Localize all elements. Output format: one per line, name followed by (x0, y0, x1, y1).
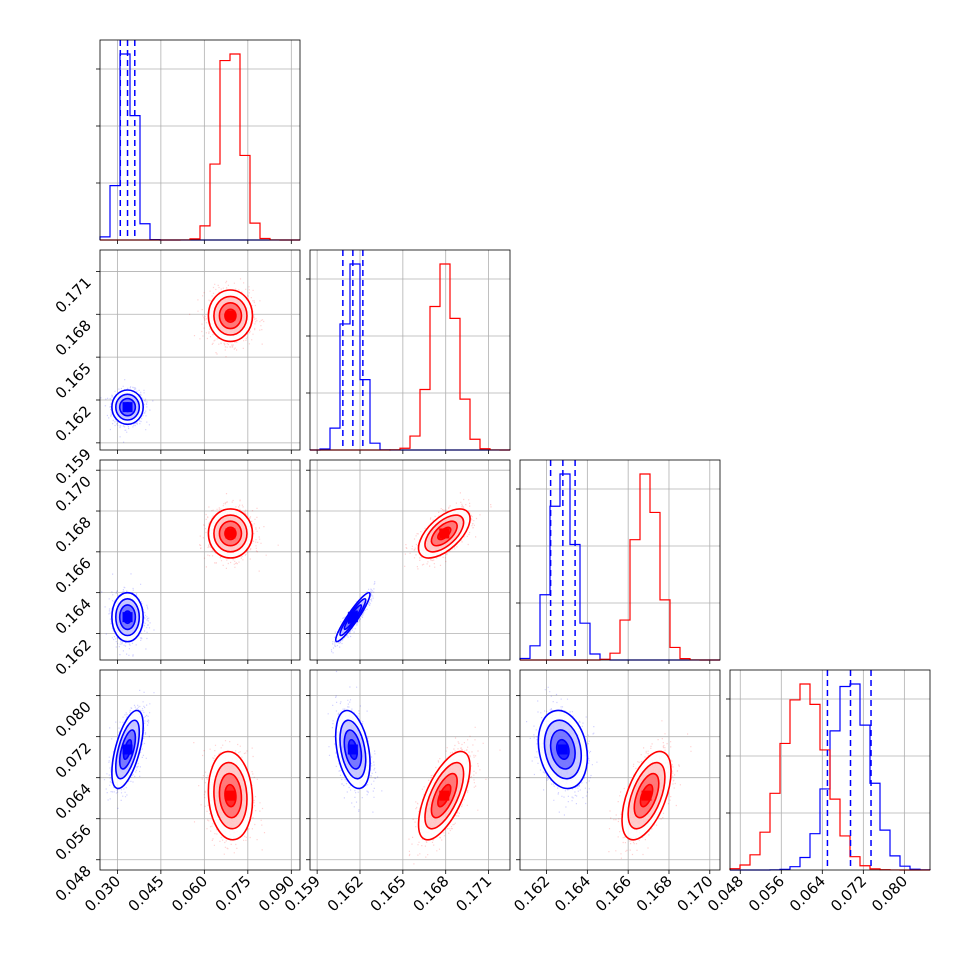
x-tick-label: 0.171 (452, 872, 495, 915)
peak-blue (557, 744, 568, 755)
x-tick-label: 0.060 (168, 872, 211, 915)
y-tick-label: 0.162 (52, 402, 95, 445)
frame-3-1 (309, 669, 511, 871)
x-tick-label: 0.048 (704, 872, 747, 915)
frame-2-1 (309, 459, 511, 661)
x-tick-label: 0.056 (745, 872, 788, 915)
panel-3-0 (96, 670, 300, 874)
frame-1-0 (99, 249, 301, 451)
x-tick-label: 0.164 (551, 872, 594, 915)
diag-panel-1 (306, 250, 511, 454)
diag-panel-0 (96, 40, 300, 244)
histogram-blue (309, 263, 510, 451)
x-tick-label: 0.064 (786, 872, 829, 915)
x-tick-label: 0.162 (510, 872, 553, 915)
panel-3-1 (306, 670, 510, 874)
x-tick-label: 0.165 (367, 872, 410, 915)
y-tick-label: 0.168 (52, 316, 95, 359)
y-tick-label: 0.064 (52, 780, 95, 823)
panel-1-0 (96, 250, 300, 454)
peak-red (225, 528, 236, 539)
x-tick-label: 0.168 (633, 872, 676, 915)
panel-2-1 (306, 460, 510, 664)
diag-frame-3 (729, 669, 931, 871)
y-tick-label: 0.165 (52, 359, 95, 402)
diag-frame-2 (519, 459, 721, 661)
y-tick-label: 0.168 (52, 513, 95, 556)
x-tick-label: 0.080 (868, 872, 911, 915)
y-tick-label: 0.164 (52, 595, 95, 638)
y-tick-label: 0.162 (52, 636, 95, 679)
peak-red (439, 790, 450, 801)
frame-2-0 (99, 459, 301, 661)
panel-3-2 (516, 670, 720, 874)
diag-frame-1 (309, 249, 511, 451)
y-tick-label: 0.056 (52, 821, 95, 864)
histogram-blue (99, 53, 300, 241)
peak-blue (122, 612, 133, 623)
peak-red (225, 310, 236, 321)
y-tick-label: 0.080 (52, 698, 95, 741)
diag-panel-3 (726, 670, 931, 874)
diag-panel-2 (516, 460, 720, 664)
peak-red (641, 790, 652, 801)
x-tick-label: 0.166 (592, 872, 635, 915)
x-tick-label: 0.168 (409, 872, 452, 915)
y-tick-label: 0.171 (52, 274, 95, 317)
peak-blue (347, 612, 358, 623)
frame-3-0 (99, 669, 301, 871)
peak-red (439, 528, 450, 539)
panel-2-0 (96, 460, 300, 664)
frame-3-2 (519, 669, 721, 871)
peak-blue (122, 402, 133, 413)
histogram-red (729, 683, 930, 871)
x-tick-label: 0.072 (827, 872, 870, 915)
peak-red (225, 790, 236, 801)
x-tick-label: 0.075 (212, 872, 255, 915)
peak-blue (122, 744, 133, 755)
y-tick-label: 0.166 (52, 554, 95, 597)
x-tick-label: 0.162 (324, 872, 367, 915)
diag-frame-0 (99, 39, 301, 241)
y-tick-label: 0.072 (52, 739, 95, 782)
peak-blue (347, 744, 358, 755)
x-tick-label: 0.045 (125, 872, 168, 915)
